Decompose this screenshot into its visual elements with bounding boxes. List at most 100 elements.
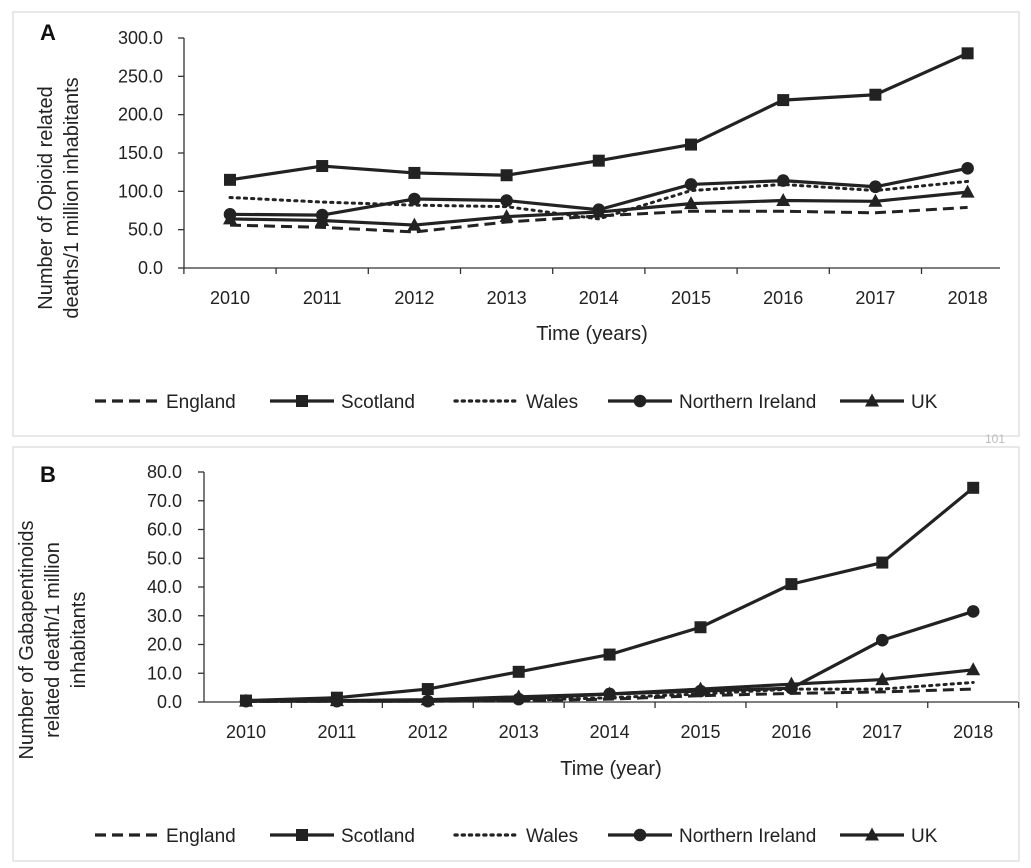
- panel-b-y-tick-label: 60.0: [147, 520, 182, 540]
- panel-a-y-tick-label: 50.0: [128, 220, 163, 240]
- panel-a-x-tick-label: 2016: [763, 288, 803, 308]
- panel-a-x-tick-label: 2014: [579, 288, 619, 308]
- panel-b-series-uk-point: [693, 681, 708, 695]
- panel-b-y-axis-title: Number of Gabapentinoids related death/1 …: [16, 520, 90, 759]
- panel-a-x-tick-label: 2015: [671, 288, 711, 308]
- panel-b-series-northern-ireland-point: [966, 605, 980, 618]
- panel-b-y-tick-label: 40.0: [147, 577, 182, 597]
- panel-b-y-tick-label: 80.0: [147, 462, 182, 482]
- panel-a-legend-england-label: England: [166, 392, 236, 413]
- panel-a-series-scotland-point: [869, 88, 882, 101]
- panel-b-x-tick-label: 2012: [408, 722, 448, 742]
- panel-a-y-tick-label: 250.0: [118, 66, 163, 86]
- panel-b-x-tick-label: 2017: [862, 722, 902, 742]
- panel-b-series-scotland-point: [512, 665, 525, 678]
- panel-b-series-scotland-point: [694, 621, 707, 634]
- panel-b-label: B: [40, 462, 56, 487]
- panel-a-series-northern-ireland-point: [869, 180, 882, 194]
- panel-a-x-tick-label: 2013: [487, 288, 527, 308]
- panel-a-series-northern-ireland-point: [408, 192, 421, 206]
- panel-b-series-uk-point: [966, 662, 981, 676]
- panel-b-x-tick-label: 2010: [226, 722, 266, 742]
- panel-b-x-tick-label: 2015: [680, 722, 720, 742]
- panel-a-x-axis-title: Time (years): [536, 323, 647, 345]
- panel-a-series-uk-point: [776, 193, 791, 207]
- panel-a-legend-northern-ireland-marker: [633, 394, 647, 408]
- panel-b-legend-uk-marker: [865, 827, 879, 841]
- panel-b-legend-northern-ireland-marker: [633, 828, 647, 842]
- panel-b-series-uk-point: [511, 689, 526, 703]
- panel-a-series-scotland-point: [316, 160, 329, 173]
- panel-a-series-scotland-point: [592, 154, 605, 167]
- panel-b-legend-northern-ireland-label: Northern Ireland: [679, 826, 816, 847]
- panel-a-series-northern-ireland-point: [500, 194, 513, 207]
- panel-a-x-tick-label: 2017: [855, 288, 895, 308]
- panel-a-series-england-line: [229, 205, 968, 234]
- panel-a-y-axis-title-line: Number of Opioid related: [35, 86, 57, 309]
- stray-mark: 101: [985, 432, 1005, 446]
- panel-b-series-uk-point: [784, 676, 799, 690]
- panel-b-y-axis-title-line: inhabitants: [68, 592, 90, 689]
- panel-b-y-tick-label: 0.0: [157, 692, 182, 712]
- panel-b-y-tick-label: 10.0: [147, 663, 182, 683]
- panel-a-legend-scotland-marker: [296, 395, 308, 407]
- panel-a-legend-scotland-label: Scotland: [341, 392, 415, 413]
- panel-b-frame: [12, 446, 1020, 862]
- panel-b-y-axis-title-line: related death/1 million: [42, 542, 64, 738]
- panel-b-series-uk-point: [602, 686, 617, 700]
- panel-b-x-tick-label: 2013: [499, 722, 539, 742]
- panel-b-y-axis-title-line: Number of Gabapentinoids: [16, 520, 38, 759]
- panel-a-series-uk-point: [684, 196, 698, 210]
- panel-b-series-northern-ireland-point: [876, 633, 889, 647]
- panel-b-series-uk-point: [239, 693, 253, 707]
- panel-b-y-tick-label: 50.0: [147, 548, 182, 568]
- panel-b-series-scotland-point: [785, 578, 798, 591]
- panel-b-series-scotland-point: [967, 481, 980, 494]
- panel-a-series-northern-ireland-point: [961, 162, 974, 175]
- panel-b-series-uk-point: [420, 692, 435, 706]
- panel-a-series-northern-ireland-point: [684, 178, 698, 191]
- panel-a-chart: A 0.0 50.0 100.0 150.0 200.0 250.0 300.0 2010 201…: [35, 20, 1000, 413]
- panel-a-series-scotland-point: [408, 166, 421, 179]
- panel-a-series-uk-point: [315, 212, 330, 226]
- panel-a-series-scotland-point: [500, 169, 513, 182]
- panel-a-series-scotland-point: [224, 173, 236, 186]
- panel-a-x-tick-label: 2011: [303, 288, 342, 308]
- panel-b-y-tick-label: 20.0: [147, 635, 182, 655]
- panel-a-y-tick-label: 0.0: [138, 258, 163, 278]
- panel-b-series-uk-point: [329, 693, 344, 707]
- panel-a-y-axis-title: Number of Opioid related deaths/1 million…: [35, 77, 83, 318]
- panel-b-series-scotland-point: [876, 556, 889, 569]
- panel-a-series-northern-ireland-point: [776, 174, 790, 187]
- panel-a-series-scotland-point: [961, 47, 974, 60]
- panel-b-series-scotland-point: [603, 648, 616, 661]
- panel-b-legend-scotland-label: Scotland: [341, 826, 415, 847]
- panel-b-series-scotland-point: [421, 683, 434, 696]
- panel-a-frame: [12, 11, 1020, 437]
- panel-b-x-axis-title: Time (year): [560, 758, 661, 780]
- panel-a-y-tick-label: 300.0: [118, 28, 163, 48]
- panel-b-x-tick-label: 2016: [771, 722, 811, 742]
- panel-a-series-uk-point: [868, 193, 883, 207]
- panel-b-y-tick-label: 70.0: [147, 491, 182, 511]
- panel-b-x-tick-label: 2018: [953, 722, 993, 742]
- panel-a-y-tick-label: 200.0: [118, 105, 163, 125]
- panel-a-series-uk-point: [499, 209, 514, 223]
- panel-a-series-uk-point: [223, 211, 237, 225]
- panel-a-y-tick-label: 150.0: [118, 143, 163, 163]
- panel-a-x-tick-label: 2018: [948, 288, 988, 308]
- panel-b-x-tick-label: 2011: [318, 722, 357, 742]
- panel-a-series-scotland-point: [777, 94, 790, 107]
- panel-a-legend-northern-ireland-label: Northern Ireland: [679, 392, 816, 413]
- panel-a-legend-uk-label: UK: [911, 392, 938, 413]
- panel-a-y-axis-title-line: deaths/1 million inhabitants: [61, 77, 83, 318]
- panel-a-legend-wales-label: Wales: [526, 392, 578, 413]
- panel-b-legend-scotland-marker: [296, 829, 308, 841]
- panel-b-legend-wales-label: Wales: [526, 826, 578, 847]
- panel-a-series-wales-line: [228, 179, 970, 221]
- panel-b-legend-england-label: England: [166, 826, 236, 847]
- panel-a-series-uk-point: [407, 217, 422, 231]
- panel-b-x-tick-label: 2014: [590, 722, 630, 742]
- panel-b-legend-uk-label: UK: [911, 826, 938, 847]
